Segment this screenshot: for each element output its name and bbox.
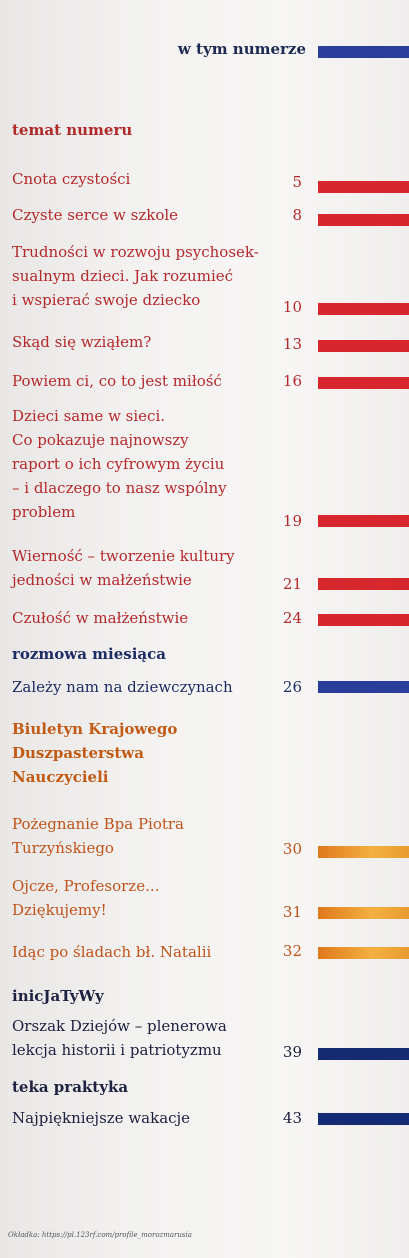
toc-item-idac-po-sladach[interactable]: Idąc po śladach bł. Natalii [12,940,294,964]
red-accent-bar [318,181,409,193]
section-heading-teka-praktyka: teka praktyka [12,1078,129,1096]
page-number: 19 [282,512,302,530]
page-number: 8 [292,206,302,224]
toc-item-czyste-serce[interactable]: Czyste serce w szkole [12,203,294,227]
page-number: 43 [282,1109,302,1127]
toc-item-line: raport o ich cyfrowym życiu [12,455,225,473]
toc-item-najpiekniejsze-wakacje[interactable]: Najpiękniejsze wakacje [12,1106,294,1130]
navy-accent-bar [318,1113,409,1125]
page-number: 16 [282,372,302,390]
red-accent-bar [318,515,409,527]
toc-item-ojcze-profesorze[interactable]: Ojcze, Profesorze... Dziękujemy! [12,874,294,922]
toc-item-skad-sie-wzialem[interactable]: Skąd się wziąłem? [12,330,294,354]
section-heading-line: Nauczycieli [12,768,109,786]
page-number: 10 [282,298,302,316]
toc-item-line: jedności w małżeństwie [12,571,192,589]
red-accent-bar [318,340,409,352]
section-heading-temat-numeru: temat numeru [12,121,133,139]
toc-item-line: Ojcze, Profesorze... [12,877,160,895]
toc-item-zalezy-nam[interactable]: Zależy nam na dziewczynach [12,675,294,699]
toc-item-line: Powiem ci, co to jest miłość [12,372,222,390]
toc-item-line: Wierność – tworzenie kultury [12,547,235,565]
toc-item-czulosc[interactable]: Czułość w małżeństwie [12,606,294,630]
toc-item-line: Co pokazuje najnowszy [12,431,189,449]
toc-item-trudnosci[interactable]: Trudności w rozwoju psychosek- sualnym d… [12,240,294,312]
page-number: 5 [292,173,302,191]
page-number: 32 [282,942,302,960]
page-number: 39 [282,1043,302,1061]
toc-item-line: i wspierać swoje dziecko [12,291,201,309]
page-number: 21 [282,575,302,593]
page-number: 13 [282,335,302,353]
toc-item-line: Orszak Dziejów – plenerowa [12,1017,227,1035]
toc-item-line: Pożegnanie Bpa Piotra [12,815,185,833]
blue-accent-bar [318,681,409,693]
toc-item-cnota[interactable]: Cnota czystości [12,167,294,191]
section-heading-rozmowa-miesiaca: rozmowa miesiąca [12,645,166,663]
toc-item-line: Cnota czystości [12,170,131,188]
page-number: 31 [282,903,302,921]
toc-item-line: – i dlaczego to nasz wspólny [12,479,227,497]
red-accent-bar [318,377,409,389]
page-title: w tym numerze [177,40,306,58]
section-heading-inicjatywy: inicJaTyWy [12,987,104,1005]
page-number: 30 [282,840,302,858]
toc-item-line: Czyste serce w szkole [12,206,179,224]
page-number: 26 [282,678,302,696]
toc-item-line: sualnym dzieci. Jak rozumieć [12,267,234,285]
toc-item-line: Trudności w rozwoju psychosek- [12,243,259,261]
toc-item-pozegnanie[interactable]: Pożegnanie Bpa Piotra Turzyńskiego [12,812,294,860]
toc-item-line: Czułość w małżeństwie [12,609,189,627]
toc-item-orszak-dziejow[interactable]: Orszak Dziejów – plenerowa lekcja histor… [12,1014,294,1062]
red-accent-bar [318,214,409,226]
cover-credit: Okładka: https://pl.123rf.com/profile_mo… [8,1231,192,1239]
toc-item-powiem-ci[interactable]: Powiem ci, co to jest miłość [12,369,294,393]
section-heading-line: Duszpasterstwa [12,744,144,762]
page-number: 24 [282,609,302,627]
toc-item-line: lekcja historii i patriotyzmu [12,1041,222,1059]
orange-accent-bar [318,846,409,858]
toc-item-line: Idąc po śladach bł. Natalii [12,943,212,961]
toc-item-line: Turzyńskiego [12,839,114,857]
toc-item-line: Dziękujemy! [12,901,107,919]
toc-item-wiernosc[interactable]: Wierność – tworzenie kultury jedności w … [12,544,294,592]
toc-item-dzieci-same-w-sieci[interactable]: Dzieci same w sieci. Co pokazuje najnows… [12,404,294,524]
toc-item-line: Dzieci same w sieci. [12,407,166,425]
toc-item-line: Najpiękniejsze wakacje [12,1109,191,1127]
toc-item-line: Zależy nam na dziewczynach [12,678,233,696]
red-accent-bar [318,578,409,590]
section-heading-line: Biuletyn Krajowego [12,720,178,738]
toc-item-line: Skąd się wziąłem? [12,333,152,351]
orange-accent-bar [318,907,409,919]
red-accent-bar [318,614,409,626]
navy-accent-bar [318,1048,409,1060]
toc-item-line: problem [12,503,76,521]
orange-accent-bar [318,947,409,959]
red-accent-bar [318,303,409,315]
header-accent-bar [318,46,409,58]
section-heading-biuletyn: Biuletyn Krajowego Duszpasterstwa Nauczy… [12,717,177,789]
